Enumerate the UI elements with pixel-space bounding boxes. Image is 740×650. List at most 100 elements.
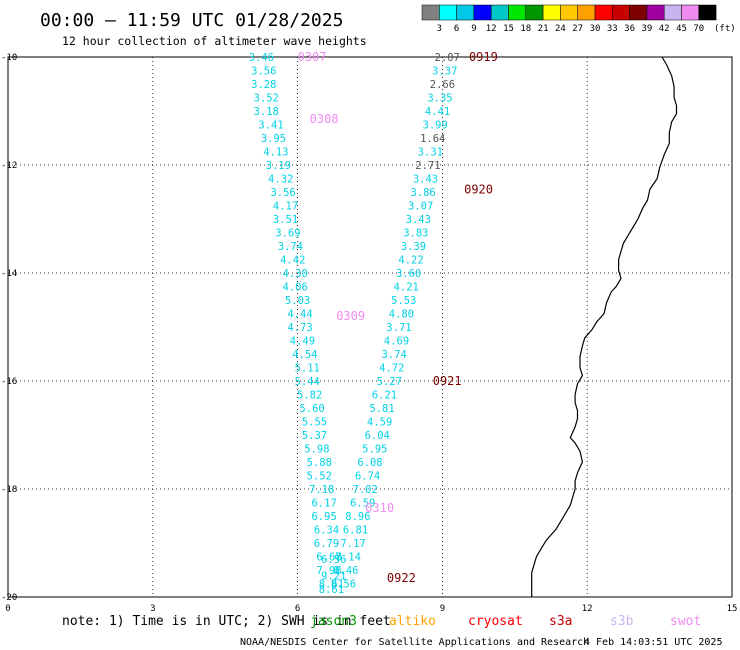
data-point-label: 3.07 [408,201,433,213]
data-point-label: 4.59 [367,417,392,429]
data-point-label: 4.21 [394,282,419,294]
data-point-label: 4.69 [384,336,409,348]
footer-credit: NOAA/NESDIS Center for Satellite Applica… [240,637,589,648]
track-id-annotation: 0920 [464,182,493,196]
colorbar-swatch [421,4,440,21]
data-point-label: 6.04 [365,430,390,442]
colorbar-label: 45 [676,24,687,34]
chart-title: 00:00 – 11:59 UTC 01/28/2025 [40,10,343,31]
colorbar-label: 3 [437,24,442,34]
data-point-label: 6.79 [314,538,339,550]
data-point-label: 6.95 [311,511,336,523]
track-annotations: 0307 0308 0309 0310 0919 0920 0921 0922 [298,50,498,585]
x-tick-label: 3 [150,604,155,614]
data-point-label: 4.32 [268,174,293,186]
data-point-label: 6.74 [355,471,380,483]
data-point-label: 3.52 [254,93,279,105]
plot-area: 0 3 6 9 12 15-10-12-14-16-18-20 3.463.563.283… [1,50,737,614]
colorbar-label: 42 [659,24,670,34]
data-point-label: 5.98 [304,444,329,456]
data-point-label: 2.71 [415,160,440,172]
data-point-label: 4.72 [379,363,404,375]
data-point-label: 3.46 [249,52,274,64]
data-point-label: 1.64 [420,133,445,145]
track-id-annotation: 0308 [310,112,339,126]
colorbar: 3 6 9 12 15 18 21 24 27 30 33 36 39 42 45 70 [421,4,717,34]
data-point-label: 7.17 [340,538,365,550]
data-point-label: 3.39 [401,241,426,253]
data-point-label: 6.08 [357,457,382,469]
colorbar-swatch [490,4,509,21]
data-point-label: 3.95 [261,133,286,145]
data-point-label: 4.44 [287,309,312,321]
colorbar-label: 27 [572,24,583,34]
data-point-label: 5.88 [307,457,332,469]
data-point-label: 8.56 [331,579,356,591]
data-point-label: 3.60 [396,268,421,280]
data-point-label: 3.86 [410,187,435,199]
colorbar-unit: (ft) [714,24,736,34]
data-point-label: 8.96 [345,511,370,523]
data-point-label: 4.22 [398,255,423,267]
y-tick-label: -20 [1,593,17,603]
x-tick-label: 9 [440,604,445,614]
colorbar-label: 39 [641,24,652,34]
colorbar-label: 24 [555,24,566,34]
data-point-label: 3.69 [275,228,300,240]
data-point-label: 3.83 [403,228,428,240]
data-point-label: 3.51 [273,214,298,226]
data-point-label: 3.71 [386,322,411,334]
data-point-label: 5.60 [299,403,324,415]
colorbar-swatch [612,4,630,21]
legend-item-swot: swot [670,614,701,629]
data-point-label: 2.07 [435,52,460,64]
y-tick-label: -18 [1,485,17,495]
track-id-annotation: 0307 [298,50,327,64]
data-point-label: 3.43 [413,174,438,186]
data-point-label: 8.14 [336,552,361,564]
colorbar-label: 36 [624,24,635,34]
colorbar-swatch [439,4,457,21]
data-point-label: 5.55 [302,417,327,429]
data-point-label: 6.59 [350,498,375,510]
data-point-label: 5.52 [307,471,332,483]
data-point-label: 3.56 [270,187,295,199]
track-id-annotation: 0921 [433,374,462,388]
colorbar-swatch [663,4,682,21]
colorbar-label: 6 [454,24,459,34]
data-point-label: 4.30 [283,268,308,280]
x-tick-label: 15 [727,604,738,614]
data-point-label: 3.37 [432,66,457,78]
data-point-label: 4.49 [290,336,315,348]
colorbar-swatch [594,4,613,21]
colorbar-swatch [560,4,578,21]
colorbar-label: 18 [520,24,531,34]
footer-timestamp: 4 Feb 14:03:51 UTC 2025 [584,637,722,648]
data-point-label: 8.61 [319,579,344,591]
track-id-annotation: 0922 [387,571,416,585]
colorbar-swatch [542,4,561,21]
data-point-label: 3.28 [251,79,276,91]
legend-item-s3a: s3a [549,614,572,629]
data-point-label: 6.34 [314,525,339,537]
data-point-label: 3.56 [251,66,276,78]
x-tick-label: 12 [582,604,593,614]
data-point-label: 5.37 [302,430,327,442]
satellite-legend: jason3 altiko cryosat s3a s3b swot [310,614,701,629]
x-tick-label: 6 [295,604,300,614]
data-point-label: 5.03 [285,295,310,307]
colorbar-label: 33 [607,24,618,34]
colorbar-label: 30 [590,24,601,34]
colorbar-swatch [646,4,665,21]
legend-item-s3b: s3b [610,614,634,629]
colorbar-swatch [577,4,596,21]
axis-ticks: 0 3 6 9 12 15 -10 -12 -14 -16 -18 -20 [1,53,737,614]
colorbar-label: 9 [471,24,476,34]
y-tick-label: -12 [1,161,17,171]
colorbar-label: 12 [486,24,497,34]
x-tick-label: 0 [5,604,10,614]
data-point-label: 6.21 [372,390,397,402]
data-point-label: 5.82 [297,390,322,402]
data-point-label: 4.73 [287,322,312,334]
